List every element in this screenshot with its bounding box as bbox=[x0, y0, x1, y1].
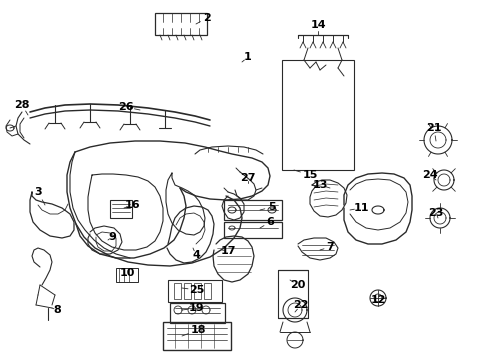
Text: 12: 12 bbox=[369, 295, 385, 305]
Text: 9: 9 bbox=[108, 232, 116, 242]
Bar bbox=[168, 280, 222, 302]
Text: 11: 11 bbox=[352, 203, 368, 213]
Text: 15: 15 bbox=[302, 170, 317, 180]
Text: 26: 26 bbox=[118, 102, 134, 112]
Text: 7: 7 bbox=[325, 242, 333, 252]
Text: 21: 21 bbox=[426, 123, 441, 133]
Bar bbox=[155, 13, 206, 35]
Text: 8: 8 bbox=[53, 305, 61, 315]
Bar bbox=[174, 283, 181, 299]
Text: 17: 17 bbox=[220, 246, 235, 256]
Bar bbox=[170, 303, 224, 323]
Text: 5: 5 bbox=[267, 202, 275, 212]
Text: 23: 23 bbox=[427, 208, 443, 218]
Text: 19: 19 bbox=[189, 303, 204, 313]
Text: 13: 13 bbox=[312, 180, 327, 190]
Bar bbox=[203, 283, 210, 299]
Text: 6: 6 bbox=[265, 217, 273, 227]
Text: 16: 16 bbox=[124, 200, 140, 210]
Text: 4: 4 bbox=[192, 250, 200, 260]
Text: 14: 14 bbox=[309, 20, 325, 30]
Bar bbox=[116, 268, 138, 282]
Text: 27: 27 bbox=[240, 173, 255, 183]
Bar bbox=[278, 270, 307, 318]
Bar bbox=[194, 283, 201, 299]
Bar bbox=[282, 60, 353, 170]
Text: 10: 10 bbox=[119, 268, 134, 278]
Text: 3: 3 bbox=[34, 187, 42, 197]
Bar bbox=[163, 322, 230, 350]
Text: 20: 20 bbox=[290, 280, 305, 290]
Text: 2: 2 bbox=[203, 13, 210, 23]
Text: 1: 1 bbox=[244, 52, 251, 62]
Bar bbox=[183, 283, 191, 299]
Text: 22: 22 bbox=[293, 300, 308, 310]
Bar bbox=[110, 200, 132, 218]
Bar bbox=[224, 222, 282, 238]
Text: 18: 18 bbox=[190, 325, 205, 335]
Bar bbox=[224, 200, 282, 220]
Text: 24: 24 bbox=[421, 170, 437, 180]
Text: 25: 25 bbox=[189, 285, 204, 295]
Text: 28: 28 bbox=[14, 100, 30, 110]
